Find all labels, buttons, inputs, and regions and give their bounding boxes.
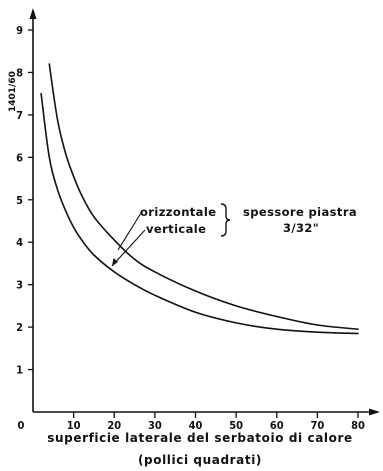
x-tick-label: 60 [270,419,284,432]
axes [29,8,380,416]
y-axis-arrow [29,8,37,19]
y-tick-label: 4 [16,236,23,249]
tick-labels: 0 10 20 30 40 50 60 70 80 1 2 3 4 5 6 7 8 9 [16,24,365,432]
y-tick-label: 7 [16,109,23,122]
y-tick-label: 9 [16,24,23,37]
x-tick-label: 70 [310,419,324,432]
x-tick-label: 10 [67,419,81,432]
leader-verticale [111,229,146,267]
series-line-verticale [40,92,359,335]
x-axis-title-line2: (pollici quadrati) [138,453,262,467]
leader-orizzontale [117,212,142,251]
y-tick-label: 1 [16,364,23,377]
y-tick-label: 5 [16,194,23,207]
group-label-line1: spessore piastra [243,205,357,219]
label-verticale: verticale [146,222,206,236]
curves [40,63,359,335]
series-line-orizzontale [48,63,359,330]
x-tick-label: 50 [229,419,243,432]
group-label-line2: 3/32" [283,221,319,235]
x-axis-title-line1: superficie laterale del serbatoio di cal… [47,431,352,445]
y-tick-label: 2 [16,321,23,334]
y-tick-label: 6 [16,151,23,164]
x-tick-label: 80 [351,419,365,432]
x-tick-label: 20 [107,419,121,432]
brace [220,203,231,237]
y-axis-label: 1401/60 [8,71,18,112]
label-orizzontale: orizzontale [140,205,216,219]
y-tick-label: 8 [16,66,23,79]
x-tick-label: 0 [18,419,25,432]
x-tick-label: 40 [189,419,203,432]
y-tick-label: 3 [16,279,23,292]
ticks [28,29,359,418]
leader-arrowhead [112,258,118,266]
x-tick-label: 30 [148,419,162,432]
x-axis-arrow [369,408,380,416]
